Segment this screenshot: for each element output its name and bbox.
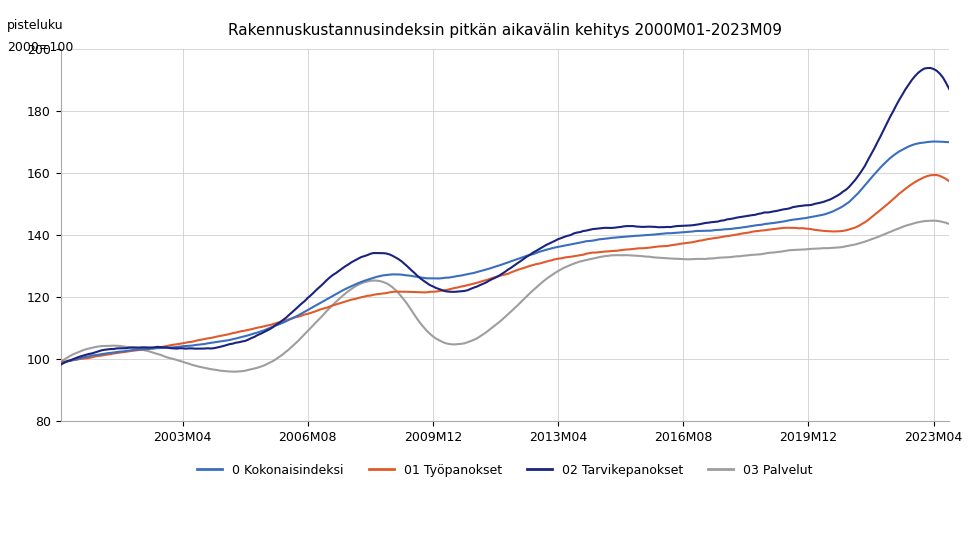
Text: 2000=100: 2000=100 [7,41,73,54]
Title: Rakennuskustannusindeksin pitkän aikavälin kehitys 2000M01-2023M09: Rakennuskustannusindeksin pitkän aikaväl… [228,23,782,38]
Text: pisteluku: pisteluku [7,19,64,32]
Legend: 0 Kokonaisindeksi, 01 Työpanokset, 02 Tarvikepanokset, 03 Palvelut: 0 Kokonaisindeksi, 01 Työpanokset, 02 Ta… [192,459,817,482]
